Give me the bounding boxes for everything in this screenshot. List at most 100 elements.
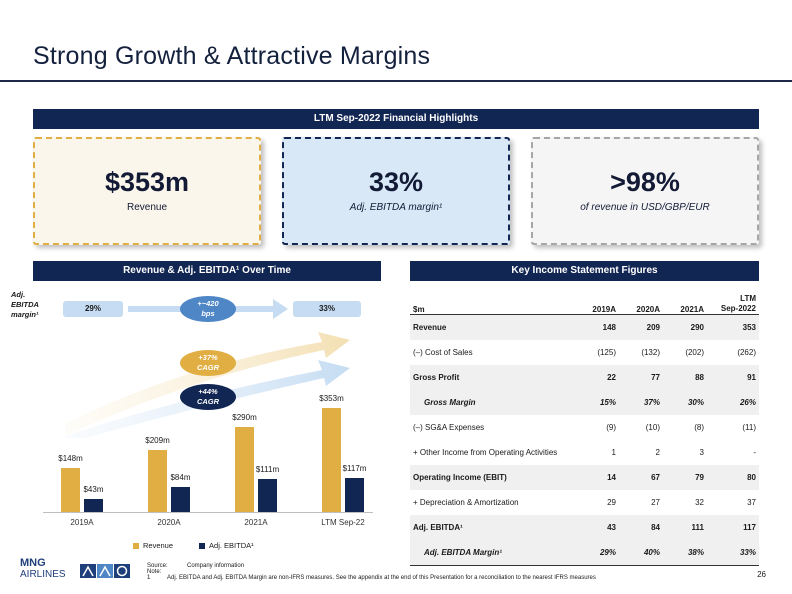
- row-label: Gross Profit: [410, 365, 575, 390]
- row-value: 37: [747, 498, 756, 507]
- ebitda-bar: [171, 487, 190, 512]
- x-tick-label: 2021A: [244, 518, 268, 527]
- ebitda-data-label: $43m: [83, 485, 104, 494]
- row-value: 32: [695, 498, 704, 507]
- row-value: (262): [737, 348, 756, 357]
- table-row: Operating Income (EBIT) 14 67 79 80: [410, 465, 759, 490]
- row-value: 2: [655, 448, 660, 457]
- legend-revenue-swatch: [133, 542, 139, 549]
- row-label: Adj. EBITDA Margin¹: [410, 540, 575, 566]
- margin-label-line: Adj.: [11, 290, 26, 299]
- revenue-bar: [148, 450, 167, 512]
- ebitda-data-label: $84m: [170, 473, 191, 482]
- notes-label: Note:: [147, 569, 162, 575]
- row-value: 27: [651, 498, 660, 507]
- row-value: 26%: [707, 390, 759, 415]
- ebitda-margin-value: 33%: [368, 167, 424, 197]
- x-axis-line: [43, 512, 373, 513]
- chart-legend: Revenue Adj. EBITDA¹: [133, 541, 254, 550]
- row-value: 30%: [663, 390, 707, 415]
- row-value: 77: [619, 365, 663, 390]
- unit-label: $m: [410, 288, 575, 315]
- row-value: 29: [607, 498, 616, 507]
- margin-change-unit: bps: [201, 309, 215, 318]
- currency-value: >98%: [610, 167, 680, 197]
- currency-label: of revenue in USD/GBP/EUR: [580, 202, 710, 213]
- legend-ebitda-label: Adj. EBITDA¹: [209, 541, 254, 550]
- column-header-ltm-top: LTM: [740, 294, 756, 303]
- logo-mark-icon: [80, 564, 130, 578]
- ebitda-bar: [345, 478, 364, 512]
- row-value: 79: [663, 465, 707, 490]
- title-divider: [0, 80, 792, 82]
- table-row: (–) Cost of Sales (125) (132) (202) (262): [410, 340, 759, 365]
- note-number: 1: [147, 575, 151, 581]
- row-value: 14: [575, 465, 619, 490]
- margin-row-label: Adj. EBITDA margin¹: [11, 290, 39, 320]
- revenue-bar: [61, 468, 80, 512]
- margin-label-line: EBITDA: [11, 300, 39, 309]
- currency-card: >98% of revenue in USD/GBP/EUR: [531, 137, 759, 245]
- ebitda-bar: [84, 499, 103, 512]
- revenue-cagr-arrow-icon: [65, 332, 350, 436]
- source-value: Company information: [187, 563, 245, 569]
- chart-header: Revenue & Adj. EBITDA¹ Over Time: [33, 261, 381, 281]
- row-value: 80: [707, 465, 759, 490]
- row-value: 111: [663, 515, 707, 540]
- row-value: 37%: [619, 390, 663, 415]
- row-value: (11): [742, 423, 756, 432]
- ebitda-data-label: $117m: [342, 464, 367, 473]
- table-row: Adj. EBITDA¹ 43 84 111 117: [410, 515, 759, 540]
- row-label: Revenue: [410, 314, 575, 340]
- table-row: Gross Margin 15% 37% 30% 26%: [410, 390, 759, 415]
- ebitda-margin-label: Adj. EBITDA margin¹: [349, 202, 443, 213]
- column-header: 2019A: [575, 288, 619, 315]
- ebitda-cagr-badge: +44% CAGR: [180, 384, 236, 410]
- row-value: 38%: [663, 540, 707, 566]
- row-value: 88: [663, 365, 707, 390]
- ebitda-cagr-word: CAGR: [196, 397, 220, 406]
- revenue-cagr-word: CAGR: [196, 363, 220, 372]
- column-header-ltm-bottom: Sep-2022: [720, 304, 756, 313]
- row-value: -: [753, 448, 756, 457]
- row-label: + Other Income from Operating Activities: [413, 448, 558, 457]
- table-row: (–) SG&A Expenses (9) (10) (8) (11): [410, 415, 759, 440]
- page-title: Strong Growth & Attractive Margins: [33, 42, 431, 70]
- margin-change-badge: +~420 bps: [180, 296, 236, 322]
- revenue-ebitda-bar-chart: $148m $43m 2019A $209m $84m 2020A $290m $111m 20…: [33, 380, 381, 550]
- income-statement-table: $m 2019A 2020A 2021A LTM Sep-2022 Revenu…: [410, 288, 759, 566]
- margin-label-line: margin¹: [11, 310, 39, 319]
- logo-mng-text: MNG: [20, 557, 46, 569]
- row-value: 209: [619, 314, 663, 340]
- revenue-card: $353m Revenue: [33, 137, 261, 245]
- row-value: 91: [707, 365, 759, 390]
- revenue-cagr-value: +37%: [198, 353, 218, 362]
- highlights-header: LTM Sep-2022 Financial Highlights: [33, 109, 759, 129]
- row-value: 117: [707, 515, 759, 540]
- x-tick-label: 2020A: [157, 518, 181, 527]
- x-tick-label: 2019A: [70, 518, 94, 527]
- row-value: 29%: [575, 540, 619, 566]
- row-value: 3: [699, 448, 704, 457]
- margin-end-pill: 33%: [293, 301, 361, 317]
- row-value: 1: [611, 448, 616, 457]
- table-header: Key Income Statement Figures: [410, 261, 759, 281]
- table-row: Gross Profit 22 77 88 91: [410, 365, 759, 390]
- ebitda-data-label: $111m: [255, 465, 280, 474]
- revenue-data-label: $209m: [145, 436, 170, 445]
- row-label: Gross Margin: [410, 390, 575, 415]
- revenue-label: Revenue: [126, 202, 168, 213]
- row-value: (132): [641, 348, 660, 357]
- row-value: 148: [575, 314, 619, 340]
- row-value: 33%: [707, 540, 759, 566]
- mng-airlines-logo: MNG AIRLINES: [20, 557, 66, 581]
- revenue-value: $353m: [104, 167, 190, 197]
- row-label: (–) SG&A Expenses: [413, 423, 485, 432]
- row-value: (10): [645, 423, 660, 432]
- row-value: (9): [606, 423, 616, 432]
- row-value: 290: [663, 314, 707, 340]
- row-value: 15%: [575, 390, 619, 415]
- row-value: 40%: [619, 540, 663, 566]
- ebitda-margin-card: 33% Adj. EBITDA margin¹: [282, 137, 510, 245]
- revenue-data-label: $148m: [58, 454, 83, 463]
